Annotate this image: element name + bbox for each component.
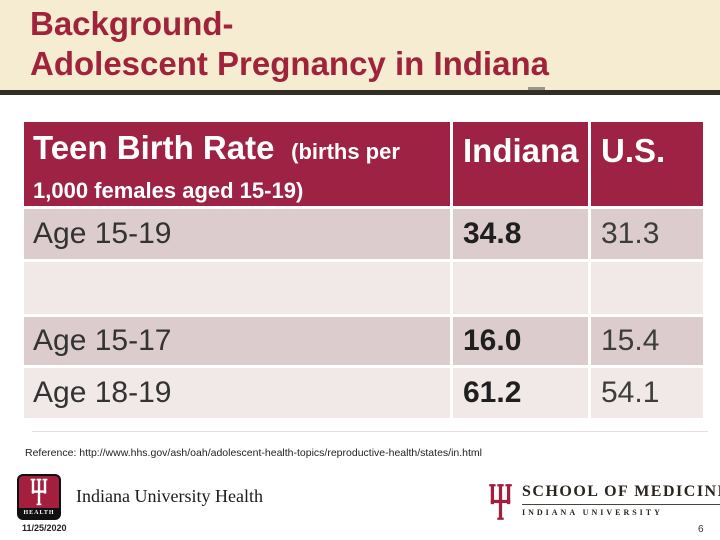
table-header-us: U.S.	[591, 122, 703, 206]
slide-date: 11/25/2020	[22, 523, 67, 533]
table-cell-us: 54.1	[591, 368, 703, 418]
slide-title-line2: Adolescent Pregnancy in Indiana	[30, 45, 549, 82]
table-cell-us: 15.4	[591, 317, 703, 365]
slide-title: Background- Adolescent Pregnancy in Indi…	[30, 4, 690, 84]
table-cell-indiana: 16.0	[453, 317, 588, 365]
school-of-medicine-rule	[522, 504, 720, 505]
table-row-label: Age 15-19	[24, 209, 450, 259]
table-cell-indiana: 34.8	[453, 209, 588, 259]
table-cell-indiana: 61.2	[453, 368, 588, 418]
table-row-label-empty	[24, 262, 450, 314]
iu-trident-icon	[489, 484, 512, 520]
content-divider-line	[32, 431, 708, 432]
table-header-title-cell: Teen Birth Rate (births per 1,000 female…	[24, 122, 450, 206]
iu-trident-icon	[19, 476, 59, 508]
iu-health-badge-label: HEALTH	[23, 510, 55, 516]
iu-health-wordmark: Indiana University Health	[76, 486, 263, 506]
title-divider-notch	[528, 87, 545, 90]
table-cell-us: 31.3	[591, 209, 703, 259]
school-of-medicine-logo: SCHOOL OF MEDICINE INDIANA UNIVERSITY	[487, 483, 720, 521]
title-band	[0, 0, 720, 90]
table-title-paren1: (births per	[291, 139, 400, 164]
page-number: 6	[698, 524, 704, 535]
slide-title-line1: Background-	[30, 5, 234, 42]
table-title-main: Teen Birth Rate	[33, 129, 275, 166]
school-of-medicine-title: SCHOOL OF MEDICINE	[522, 483, 720, 500]
table-row-label: Age 15-17	[24, 317, 450, 365]
school-of-medicine-text: SCHOOL OF MEDICINE INDIANA UNIVERSITY	[522, 483, 720, 521]
table-header-indiana: Indiana	[453, 122, 588, 206]
table-row-label: Age 18-19	[24, 368, 450, 418]
title-divider-rule	[0, 90, 720, 95]
table-title-paren2: 1,000 females aged 15-19)	[33, 178, 304, 203]
indiana-university-subtitle: INDIANA UNIVERSITY	[522, 508, 663, 517]
reference-text: Reference: http://www.hhs.gov/ash/oah/ad…	[25, 447, 483, 459]
table-cell-us-empty	[591, 262, 703, 314]
iu-health-logo: HEALTH	[17, 474, 61, 520]
table-cell-indiana-empty	[453, 262, 588, 314]
teen-birth-rate-table: Teen Birth Rate (births per 1,000 female…	[24, 122, 703, 418]
